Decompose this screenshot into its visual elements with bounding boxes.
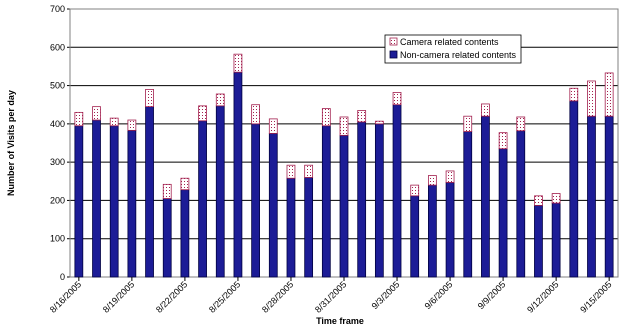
x-tick-label: 9/9/2005 <box>476 279 508 311</box>
bar-segment <box>428 175 437 186</box>
y-tick-label: 700 <box>50 4 65 14</box>
bar-segment <box>357 110 367 123</box>
bar-segment <box>127 119 137 131</box>
bar-segment <box>74 125 84 278</box>
bar-segment <box>551 193 561 204</box>
bar-segment <box>463 131 473 278</box>
bar-segment <box>162 198 172 278</box>
bar-segment <box>268 118 278 134</box>
bar-segment <box>215 105 225 278</box>
bar-segment <box>321 125 331 278</box>
bar-segment <box>286 177 296 278</box>
bar-segment <box>534 195 543 206</box>
bar-segment <box>268 133 278 278</box>
bar-segment <box>339 116 349 136</box>
x-tick-label: 8/28/2005 <box>260 279 295 314</box>
y-tick-label: 300 <box>50 157 65 167</box>
bar-segment <box>198 105 207 122</box>
bar-segment <box>251 104 260 125</box>
bar-segment <box>180 177 190 191</box>
bar-segment <box>516 130 526 278</box>
bar-segment <box>233 53 243 73</box>
y-tick-label: 500 <box>50 81 65 91</box>
y-tick-label: 100 <box>50 234 65 244</box>
bar-segment <box>92 106 101 121</box>
y-axis-title: Number of Visits per day <box>6 90 16 196</box>
bar-segment <box>215 93 225 107</box>
bar-segment <box>498 132 508 150</box>
x-tick-label: 8/31/2005 <box>313 279 348 314</box>
bar-segment <box>481 103 490 117</box>
bar-segment <box>392 92 402 106</box>
bar-segment <box>339 134 349 278</box>
bar-segment <box>251 123 260 278</box>
bar-segment <box>445 182 455 278</box>
legend-box <box>384 34 522 64</box>
bar-segment <box>604 72 614 117</box>
bar-segment <box>534 205 543 278</box>
bar-segment <box>410 195 420 278</box>
bar-segment <box>145 89 154 108</box>
x-tick-label: 9/15/2005 <box>578 279 613 314</box>
bar-segment <box>392 104 402 278</box>
x-tick-label: 9/12/2005 <box>525 279 560 314</box>
bar-segment <box>127 129 137 278</box>
x-tick-label: 8/19/2005 <box>101 279 136 314</box>
y-tick-label: 400 <box>50 119 65 129</box>
bar-segment <box>428 184 437 278</box>
bar-segment <box>92 119 101 278</box>
bar-segment <box>198 120 207 278</box>
bar-segment <box>304 177 314 278</box>
bar-segment <box>374 120 384 125</box>
bar-segment <box>481 115 490 278</box>
y-tick-label: 600 <box>50 42 65 52</box>
bar-segment <box>498 148 508 278</box>
bar-segment <box>357 121 367 278</box>
y-tick-label: 0 <box>60 272 65 282</box>
y-tick-label: 200 <box>50 195 65 205</box>
bar-segment <box>109 117 119 127</box>
x-tick-label: 9/3/2005 <box>370 279 402 311</box>
bar-segment <box>604 115 614 278</box>
bar-segment <box>463 115 473 132</box>
bar-segment <box>410 184 420 197</box>
x-axis-title: Time frame <box>316 316 364 326</box>
bar-segment <box>374 123 384 278</box>
bar-segment <box>286 164 296 179</box>
bar-segment <box>587 80 596 117</box>
x-tick-label: 9/6/2005 <box>423 279 455 311</box>
bar-segment <box>233 71 243 278</box>
bar-segment <box>551 202 561 278</box>
legend-swatch <box>389 37 398 46</box>
bar-segment <box>516 116 526 132</box>
legend-label: Camera related contents <box>400 37 499 47</box>
bar-segment <box>304 164 314 178</box>
legend-swatch <box>389 50 398 59</box>
bar-segment <box>569 100 579 278</box>
bar-segment <box>145 106 154 278</box>
x-tick-label: 8/16/2005 <box>48 279 83 314</box>
bar-segment <box>321 108 331 127</box>
bar-segment <box>162 183 172 199</box>
legend-label: Non-camera related contents <box>400 50 517 60</box>
x-tick-label: 8/25/2005 <box>207 279 242 314</box>
bar-segment <box>587 115 596 278</box>
bar-segment <box>74 111 84 127</box>
bar-segment <box>569 87 579 102</box>
bar-segment <box>445 170 455 183</box>
x-tick-label: 8/22/2005 <box>154 279 189 314</box>
bar-segment <box>109 125 119 278</box>
bar-segment <box>180 189 190 278</box>
